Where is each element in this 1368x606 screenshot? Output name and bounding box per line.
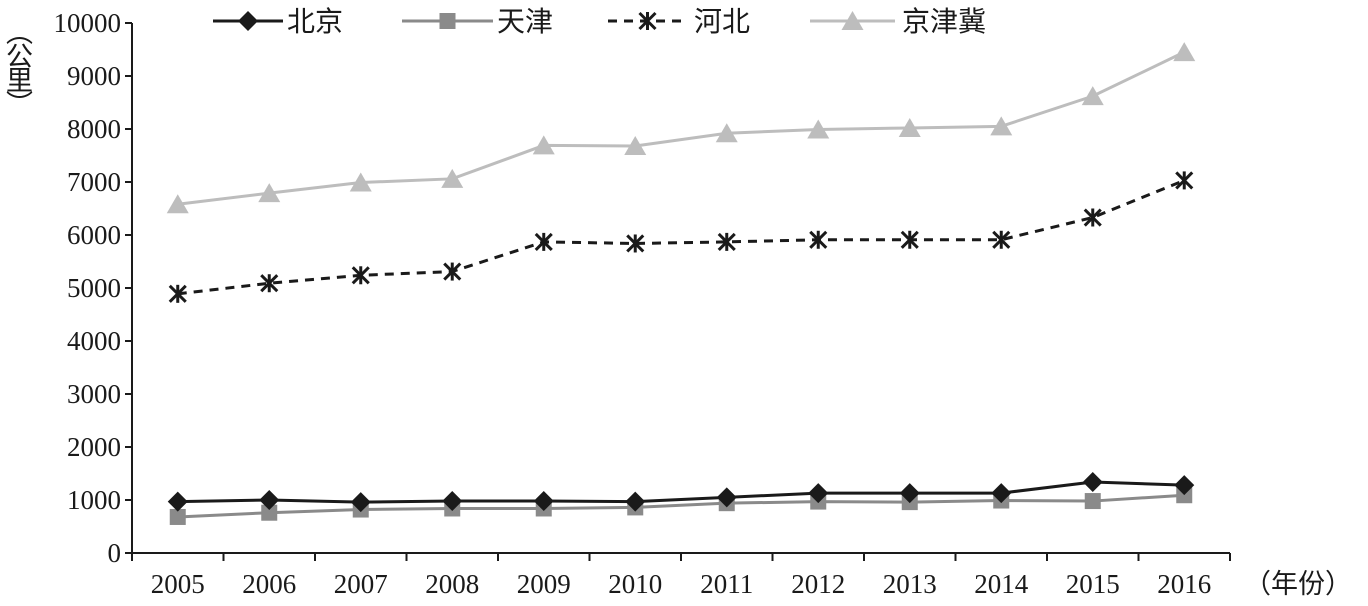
- y-tick-label: 1000: [67, 485, 121, 515]
- series-北京: [167, 471, 1195, 513]
- data-point: [260, 274, 279, 293]
- legend-label: 河北: [694, 7, 750, 38]
- data-point: [991, 483, 1012, 504]
- data-point: [533, 491, 554, 512]
- data-point: [716, 487, 737, 508]
- x-tick-label: 2006: [242, 569, 296, 599]
- x-tick-label: 2015: [1066, 569, 1120, 599]
- legend-item: 河北: [608, 7, 750, 38]
- data-point: [441, 168, 464, 188]
- data-point: [167, 491, 188, 512]
- data-point: [715, 123, 738, 143]
- data-point: [1084, 493, 1101, 510]
- legend-label: 北京: [287, 6, 343, 38]
- axes: 0 1000 2000 3000 4000 5000 6000 7000 8000 9000 100…: [54, 8, 1231, 599]
- series-河北: [168, 171, 1194, 303]
- data-point: [900, 230, 919, 249]
- x-tick-label: 2009: [517, 569, 571, 599]
- data-point: [899, 483, 920, 504]
- y-tick-label: 5000: [67, 273, 121, 303]
- data-point: [261, 504, 278, 521]
- data-point: [626, 234, 645, 253]
- data-point: [259, 490, 280, 510]
- data-point: [624, 135, 647, 155]
- y-axis-title-text: （公里）: [2, 18, 33, 114]
- y-tick-label: 7000: [67, 167, 121, 197]
- data-point: [1083, 208, 1102, 227]
- legend: 北京 天津 河北 京津冀: [213, 6, 986, 38]
- data-point: [992, 230, 1011, 249]
- data-point: [898, 117, 921, 137]
- x-tick-label: 2012: [791, 569, 845, 599]
- x-tick-label: 2010: [608, 569, 662, 599]
- data-point: [1174, 475, 1195, 496]
- data-point: [1082, 471, 1103, 492]
- data-point: [717, 232, 736, 251]
- series-天津: [169, 487, 1193, 525]
- data-point: [532, 135, 555, 155]
- legend-item: 天津: [402, 7, 553, 38]
- legend-label: 天津: [497, 7, 553, 38]
- x-tick-label: 2008: [425, 569, 479, 599]
- x-tick-label: 2016: [1157, 569, 1211, 599]
- data-point: [1081, 86, 1104, 106]
- y-tick-label: 3000: [67, 379, 121, 409]
- y-axis-title: （公里）: [2, 18, 33, 114]
- data-point: [443, 262, 462, 281]
- legend-marker: [841, 11, 864, 30]
- data-point: [534, 232, 553, 251]
- data-point: [1173, 42, 1196, 62]
- data-point: [1175, 171, 1194, 190]
- y-tick-label: 2000: [67, 432, 121, 462]
- series-layer: [166, 42, 1196, 525]
- data-point: [442, 491, 463, 512]
- x-tick-label: 2011: [700, 569, 753, 599]
- data-point: [990, 116, 1013, 136]
- x-tick-label: 2014: [974, 569, 1029, 599]
- x-tick-label: 2005: [151, 569, 205, 599]
- data-point: [1176, 487, 1193, 504]
- data-point: [808, 483, 829, 504]
- series-line: [177, 493, 1185, 519]
- y-tick-label: 0: [108, 538, 122, 568]
- data-point: [166, 194, 189, 214]
- series-line: [177, 179, 1185, 296]
- y-tick-label: 4000: [67, 326, 121, 356]
- series-京津冀: [166, 42, 1196, 214]
- legend-marker: [238, 11, 258, 31]
- series-line: [177, 50, 1185, 206]
- x-tick-label: 2007: [334, 569, 388, 599]
- data-point: [809, 230, 828, 249]
- legend-item: 北京: [213, 6, 343, 38]
- x-tick-label: 2013: [883, 569, 937, 599]
- x-axis-title: （年份）: [1244, 569, 1352, 599]
- legend-label: 京津冀: [902, 6, 986, 38]
- data-point: [349, 172, 372, 192]
- data-point: [807, 119, 830, 139]
- legend-marker: [638, 11, 657, 31]
- data-point: [351, 266, 370, 285]
- y-tick-label: 8000: [67, 114, 121, 144]
- legend-item: 京津冀: [810, 6, 986, 38]
- data-point: [625, 491, 646, 512]
- data-point: [169, 508, 186, 525]
- series-line: [177, 480, 1185, 504]
- data-point: [350, 492, 371, 513]
- y-tick-label: 10000: [54, 8, 122, 38]
- data-point: [258, 183, 281, 203]
- y-tick-label: 6000: [67, 220, 121, 250]
- y-tick-label: 9000: [67, 61, 121, 91]
- data-point: [168, 284, 187, 303]
- legend-marker: [439, 13, 456, 29]
